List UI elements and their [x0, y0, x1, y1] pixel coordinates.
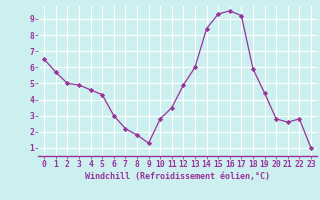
X-axis label: Windchill (Refroidissement éolien,°C): Windchill (Refroidissement éolien,°C)	[85, 172, 270, 181]
